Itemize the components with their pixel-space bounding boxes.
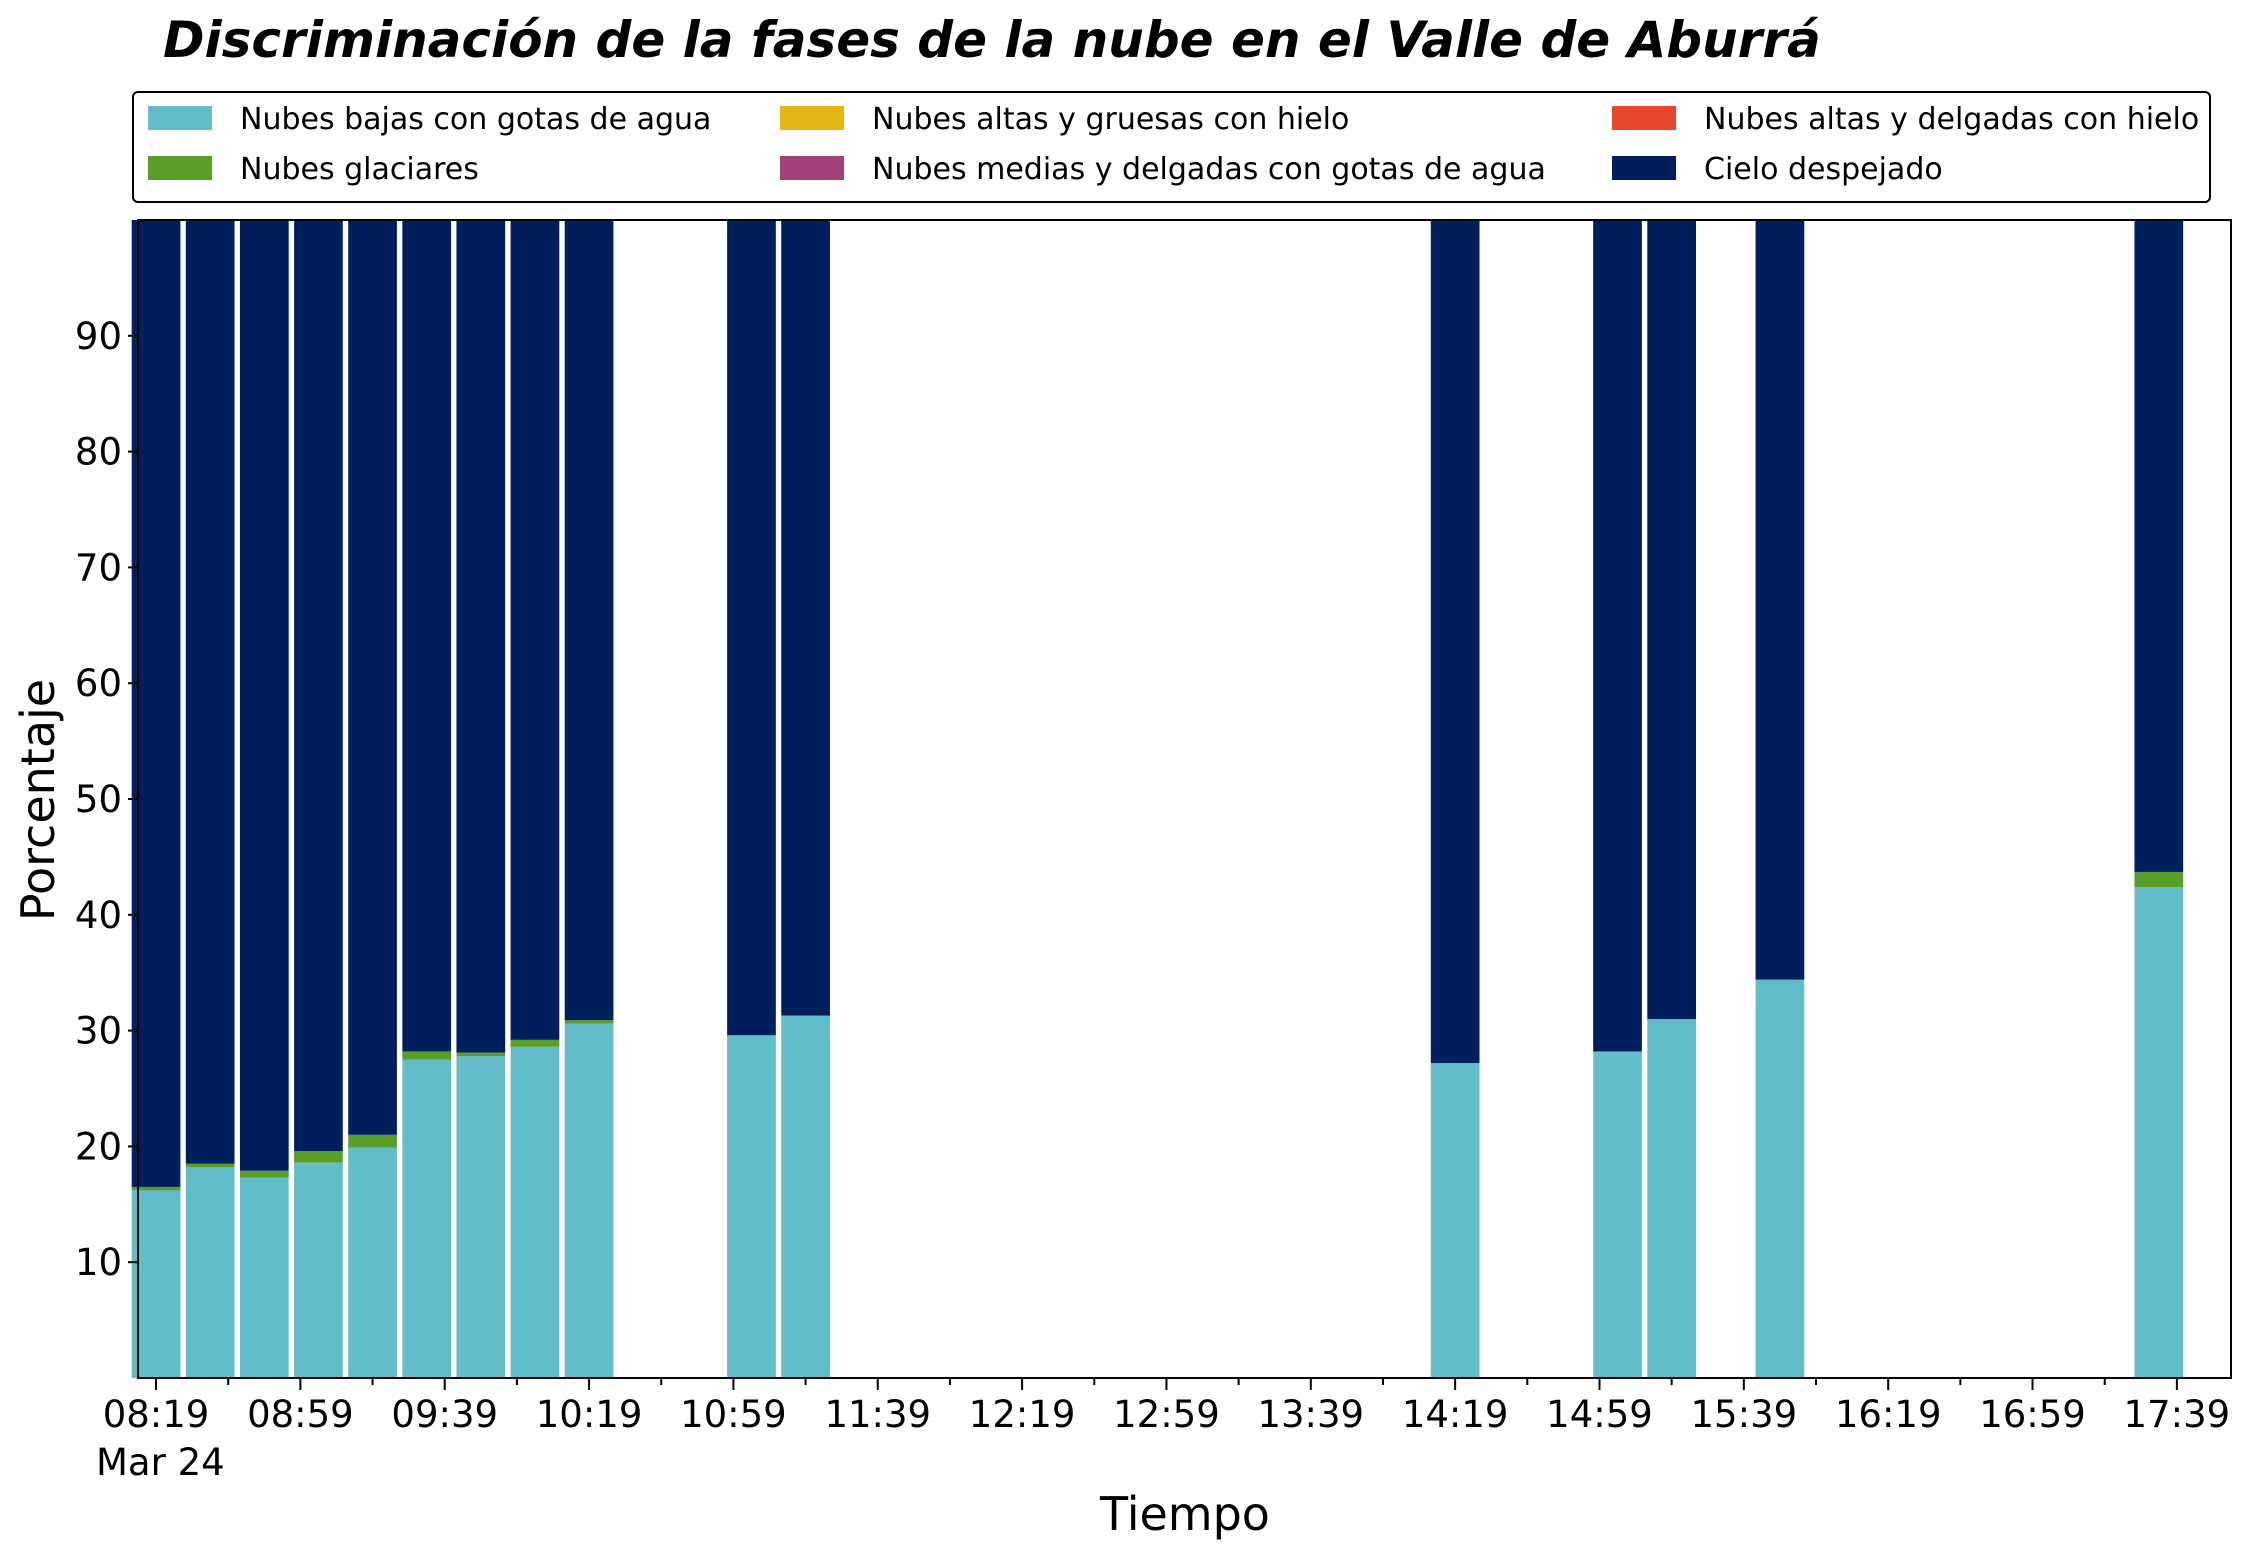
y-tick-label: 50 bbox=[75, 778, 122, 821]
legend-label: Nubes altas y delgadas con hielo bbox=[1704, 102, 2199, 137]
bar-segment bbox=[564, 1023, 614, 1378]
bar-segment bbox=[781, 220, 830, 1016]
bar-segment bbox=[131, 1186, 181, 1191]
x-tick-label: 17:39 bbox=[2124, 1393, 2231, 1436]
bar-segment bbox=[456, 220, 506, 1053]
bar-segment bbox=[2134, 871, 2184, 888]
bar-segment bbox=[510, 220, 560, 1040]
bar-segment bbox=[1593, 1051, 1642, 1378]
legend-swatch bbox=[148, 106, 212, 130]
bar-segment bbox=[131, 1190, 181, 1378]
bar-segment bbox=[348, 1147, 397, 1378]
legend-swatch bbox=[148, 156, 212, 180]
bar-segment bbox=[131, 220, 181, 1187]
bar-segment bbox=[402, 220, 452, 1052]
bar-segment bbox=[456, 1052, 506, 1057]
x-tick-label: 08:19 bbox=[103, 1393, 210, 1436]
chart-title: Discriminación de la fases de la nube en… bbox=[163, 11, 1821, 69]
bar-segment bbox=[510, 1046, 560, 1378]
bar-segment bbox=[294, 1151, 343, 1163]
legend-label: Nubes medias y delgadas con gotas de agu… bbox=[872, 152, 1546, 187]
x-tick-label: 12:59 bbox=[1113, 1393, 1220, 1436]
bar-segment bbox=[185, 220, 235, 1164]
bar-segment bbox=[2134, 887, 2184, 1378]
x-tick-label: 16:19 bbox=[1835, 1393, 1942, 1436]
y-tick-label: 70 bbox=[75, 546, 122, 589]
legend: Nubes bajas con gotas de agua Nubes glaci… bbox=[132, 91, 2211, 203]
legend-swatch bbox=[780, 156, 844, 180]
bar-segment bbox=[1430, 1063, 1480, 1378]
y-axis-label: Porcentaje bbox=[11, 679, 65, 921]
legend-swatch bbox=[780, 106, 844, 130]
x-tick-label: 15:39 bbox=[1691, 1393, 1798, 1436]
x-tick-sublabel: Mar 24 bbox=[96, 1441, 225, 1484]
x-tick-label: 10:59 bbox=[680, 1393, 787, 1436]
bar-segment bbox=[402, 1051, 452, 1060]
x-tick-label: 13:39 bbox=[1257, 1393, 1364, 1436]
x-tick-label: 14:19 bbox=[1402, 1393, 1509, 1436]
bar-segment bbox=[510, 1039, 560, 1047]
legend-swatch bbox=[1612, 156, 1676, 180]
bars-layer bbox=[131, 220, 2184, 1378]
bar-segment bbox=[348, 1134, 397, 1148]
y-tick-label: 60 bbox=[75, 662, 122, 705]
bar-segment bbox=[727, 1035, 776, 1378]
bar-segment bbox=[239, 220, 289, 1171]
x-tick-label: 09:39 bbox=[391, 1393, 498, 1436]
bar-segment bbox=[402, 1059, 452, 1378]
y-tick-label: 40 bbox=[75, 894, 122, 937]
bar-segment bbox=[1647, 220, 1697, 1020]
legend-swatch bbox=[1612, 106, 1676, 130]
bar-segment bbox=[781, 1015, 830, 1378]
y-tick-label: 30 bbox=[75, 1010, 122, 1053]
plot-frame bbox=[137, 219, 2232, 1379]
legend-label: Nubes altas y gruesas con hielo bbox=[872, 102, 1349, 137]
bar-segment bbox=[1593, 220, 1642, 1052]
bar-segment bbox=[185, 1167, 235, 1378]
bar-segment bbox=[564, 1020, 614, 1024]
x-axis: 08:19 08:59 09:39 10:19 10:59 11:39 12:19 12:59… bbox=[103, 1378, 2230, 1436]
bar-segment bbox=[294, 220, 343, 1152]
bar-segment bbox=[1430, 220, 1480, 1064]
bar-segment bbox=[727, 220, 776, 1036]
x-tick-label: 16:59 bbox=[1979, 1393, 2086, 1436]
bar-segment bbox=[185, 1163, 235, 1168]
bar-segment bbox=[1755, 220, 1805, 980]
legend-label: Nubes bajas con gotas de agua bbox=[240, 102, 711, 137]
bar-segment bbox=[2134, 220, 2184, 872]
bar-segment bbox=[456, 1056, 506, 1378]
bar-segment bbox=[1647, 1019, 1697, 1378]
y-tick-label: 20 bbox=[75, 1125, 122, 1168]
y-tick-label: 80 bbox=[75, 431, 122, 474]
legend-label: Cielo despejado bbox=[1704, 152, 1943, 187]
y-tick-label: 10 bbox=[75, 1241, 122, 1284]
bar-segment bbox=[294, 1162, 343, 1378]
bar-segment bbox=[1755, 979, 1805, 1378]
y-tick-label: 90 bbox=[75, 315, 122, 358]
x-tick-label: 08:59 bbox=[247, 1393, 354, 1436]
bar-segment bbox=[348, 220, 397, 1135]
bar-segment bbox=[564, 220, 614, 1021]
bar-segment bbox=[239, 1170, 289, 1178]
x-tick-label: 12:19 bbox=[969, 1393, 1076, 1436]
x-tick-label: 11:39 bbox=[824, 1393, 931, 1436]
x-axis-label: Tiempo bbox=[1099, 1487, 1270, 1541]
bar-segment bbox=[239, 1177, 289, 1378]
legend-frame bbox=[132, 91, 2211, 203]
x-tick-label: 14:59 bbox=[1546, 1393, 1653, 1436]
legend-label: Nubes glaciares bbox=[240, 152, 479, 187]
y-axis: 10 20 30 40 50 60 70 80 90 bbox=[75, 315, 138, 1284]
x-tick-label: 10:19 bbox=[536, 1393, 643, 1436]
